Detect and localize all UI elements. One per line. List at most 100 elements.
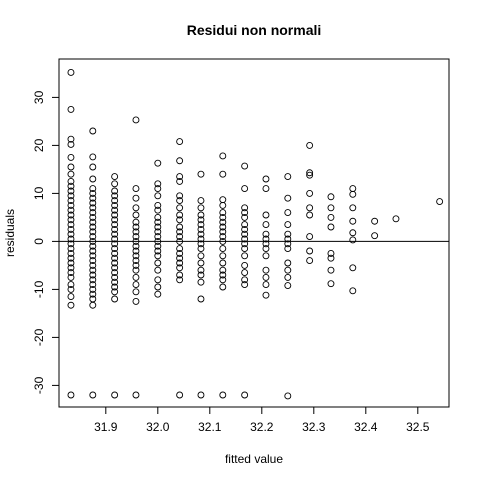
data-point	[262, 281, 270, 289]
data-point	[154, 185, 162, 193]
data-point	[111, 201, 119, 209]
y-axis-label: residuals	[3, 209, 17, 257]
data-point	[219, 170, 227, 178]
data-point	[176, 391, 184, 399]
data-point	[219, 259, 227, 267]
y-tick-label: 30	[32, 90, 46, 104]
data-point	[241, 221, 249, 229]
data-point	[67, 264, 75, 272]
data-point	[89, 218, 97, 226]
data-point	[197, 295, 205, 303]
data-point	[176, 259, 184, 267]
data-point	[154, 266, 162, 274]
data-point	[241, 261, 249, 269]
data-point	[219, 201, 227, 209]
data-point	[111, 173, 119, 181]
data-point	[306, 204, 314, 212]
data-point	[111, 391, 119, 399]
data-point	[306, 257, 314, 265]
data-point	[67, 197, 75, 205]
data-point	[219, 266, 227, 274]
data-point	[89, 175, 97, 183]
data-point	[132, 261, 140, 269]
data-point	[176, 223, 184, 231]
data-points	[67, 68, 444, 400]
data-point	[132, 257, 140, 265]
data-point	[67, 201, 75, 209]
data-point	[111, 264, 119, 272]
data-point	[176, 271, 184, 279]
data-point	[241, 281, 249, 289]
data-point	[262, 185, 270, 193]
data-point	[111, 192, 119, 200]
data-point	[349, 236, 357, 244]
data-point	[262, 221, 270, 229]
data-point	[67, 249, 75, 257]
data-point	[89, 233, 97, 241]
data-point	[89, 391, 97, 399]
data-point	[111, 235, 119, 243]
data-point	[154, 259, 162, 267]
data-point	[241, 185, 249, 193]
data-point	[306, 169, 314, 177]
data-point	[132, 252, 140, 260]
data-point	[67, 68, 75, 76]
data-point	[67, 177, 75, 185]
data-point	[89, 301, 97, 309]
data-point	[111, 269, 119, 277]
data-point	[89, 276, 97, 284]
data-point	[67, 105, 75, 113]
data-point	[284, 392, 292, 400]
data-point	[176, 249, 184, 257]
data-point	[67, 135, 75, 143]
data-point	[197, 204, 205, 212]
data-point	[284, 235, 292, 243]
data-point	[132, 223, 140, 231]
data-point	[89, 228, 97, 236]
data-point	[327, 213, 335, 221]
y-axis: -30 -20 -10 0 10 20 30	[32, 90, 60, 394]
data-point	[197, 225, 205, 233]
data-point	[219, 209, 227, 217]
data-point	[262, 211, 270, 219]
data-point	[219, 152, 227, 160]
data-point	[176, 197, 184, 205]
data-point	[262, 230, 270, 238]
data-point	[219, 213, 227, 221]
data-point	[89, 252, 97, 260]
data-point	[197, 391, 205, 399]
data-point	[111, 273, 119, 281]
data-point	[111, 249, 119, 257]
data-point	[197, 266, 205, 274]
data-point	[284, 194, 292, 202]
data-point	[327, 254, 335, 262]
data-point	[67, 281, 75, 289]
x-axis: 31.9 32.0 32.1 32.2 32.3 32.4 32.5	[94, 406, 430, 434]
data-point	[241, 252, 249, 260]
data-point	[67, 301, 75, 309]
data-point	[176, 138, 184, 146]
data-point	[111, 221, 119, 229]
data-point	[154, 180, 162, 188]
data-point	[67, 206, 75, 214]
data-point	[132, 297, 140, 305]
data-point	[197, 271, 205, 279]
data-point	[327, 266, 335, 274]
data-point	[306, 211, 314, 219]
chart-title: Residui non normali	[187, 22, 322, 38]
data-point	[67, 259, 75, 267]
data-point	[262, 175, 270, 183]
data-point	[111, 206, 119, 214]
data-point	[67, 230, 75, 238]
data-point	[111, 259, 119, 267]
data-point	[154, 283, 162, 291]
data-point	[111, 240, 119, 248]
data-point	[436, 198, 444, 206]
data-point	[349, 217, 357, 225]
data-point	[327, 193, 335, 201]
data-point	[132, 242, 140, 250]
x-tick-label: 32.2	[250, 420, 274, 434]
data-point	[262, 273, 270, 281]
data-point	[327, 280, 335, 288]
data-point	[284, 273, 292, 281]
